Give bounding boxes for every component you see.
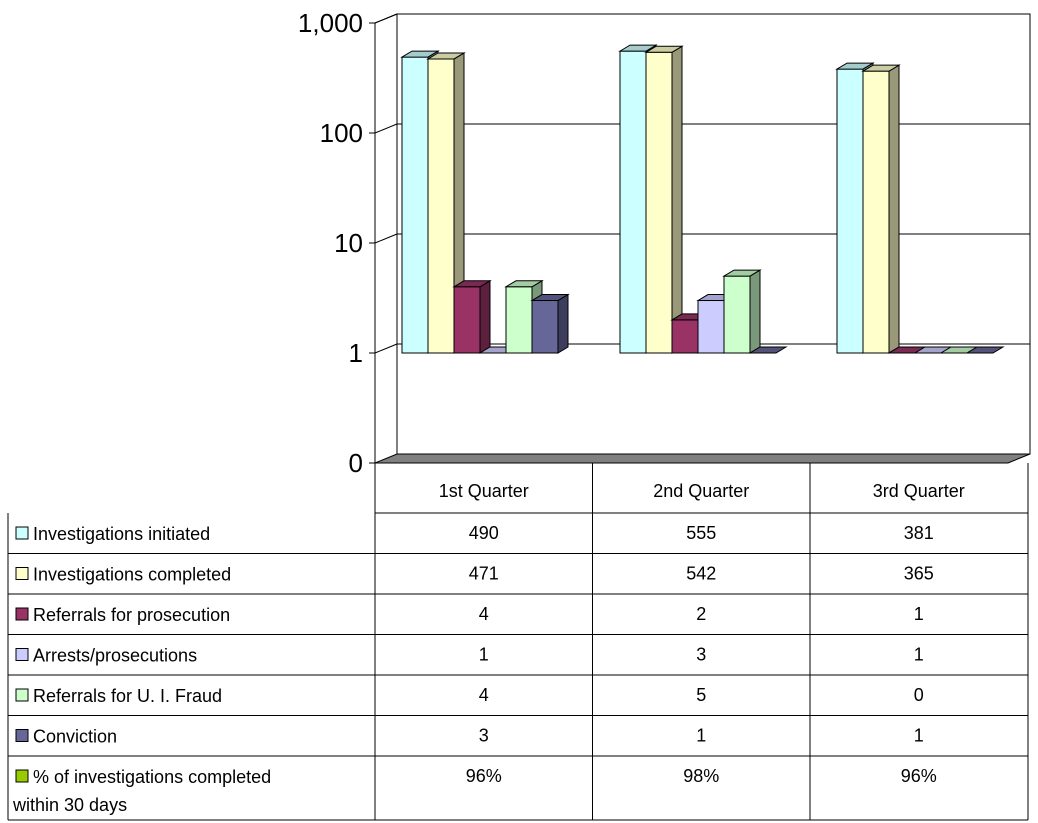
bar-front <box>723 275 751 354</box>
legend-swatch <box>15 729 29 742</box>
gridline-diag <box>374 343 398 354</box>
gridline-diag <box>374 123 398 134</box>
legend-label: Arrests/prosecutions <box>33 646 197 666</box>
data-label: 4 <box>479 685 489 705</box>
chart-floor <box>374 453 1031 464</box>
bar-front <box>427 58 455 354</box>
data-label: 1 <box>696 726 706 746</box>
y-tick-label: 10 <box>334 228 363 258</box>
bar-front <box>697 300 725 354</box>
bar-front <box>619 50 647 354</box>
bar-front <box>836 68 864 354</box>
legend-item: Referrals for U. I. Fraud <box>15 686 222 706</box>
legend-swatch <box>15 769 29 783</box>
legend-label: Investigations initiated <box>33 524 210 544</box>
data-label: 1 <box>914 726 924 746</box>
data-label: 4 <box>479 604 489 624</box>
data-label: 381 <box>904 523 934 543</box>
legend-swatch <box>15 688 29 702</box>
data-label: 3 <box>479 726 489 746</box>
data-label: 5 <box>696 685 706 705</box>
bar-side <box>888 64 900 354</box>
data-label: 3 <box>696 645 706 665</box>
bar-top <box>722 269 762 277</box>
bar <box>748 346 788 354</box>
bar-top <box>400 50 440 58</box>
bar-top <box>618 44 658 52</box>
legend-label: Referrals for U. I. Fraud <box>33 686 222 706</box>
bar <box>722 269 762 354</box>
gridline-diag <box>374 13 398 24</box>
data-label: 490 <box>469 523 499 543</box>
legend-label: Conviction <box>33 727 117 747</box>
bar <box>452 279 492 354</box>
legend-swatch <box>15 607 29 621</box>
data-label: 96% <box>901 766 937 786</box>
bar-top <box>861 64 901 72</box>
data-label: 1 <box>479 645 489 665</box>
gridline-diag <box>374 233 398 244</box>
legend-label: within 30 days <box>12 795 127 815</box>
data-label: 0 <box>914 685 924 705</box>
legend-swatch <box>15 648 29 661</box>
bar-side <box>671 45 683 354</box>
data-label: 471 <box>469 564 499 584</box>
bar-side <box>557 293 569 354</box>
y-tick-label: 0 <box>349 448 363 478</box>
x-category-label: 3rd Quarter <box>873 481 965 501</box>
data-label: 542 <box>686 564 716 584</box>
bar-front <box>671 319 699 354</box>
bar-top <box>426 52 466 60</box>
bar <box>530 293 570 354</box>
bar-side <box>749 269 761 354</box>
legend-item: Investigations completed <box>15 565 231 585</box>
legend-swatch <box>15 567 29 580</box>
bar-top <box>965 346 1005 354</box>
legend-item: Conviction <box>15 727 117 747</box>
legend-item: Investigations initiated <box>15 524 210 544</box>
data-label: 365 <box>904 564 934 584</box>
bar <box>861 64 901 354</box>
legend-label: Referrals for prosecution <box>33 605 230 625</box>
y-tick-label: 1 <box>349 338 363 368</box>
data-label: 96% <box>466 766 502 786</box>
legend-item: Arrests/prosecutions <box>15 646 197 666</box>
bar-top <box>452 280 492 288</box>
bar-top <box>504 280 544 288</box>
y-tick-label: 100 <box>320 118 363 148</box>
legend-item: Referrals for prosecution <box>15 605 230 625</box>
bar-top <box>644 45 684 53</box>
legend-swatch <box>15 526 29 540</box>
y-tick-label: 1,000 <box>298 8 363 38</box>
data-label: 1 <box>914 645 924 665</box>
data-label: 2 <box>696 604 706 624</box>
bar-side <box>479 279 491 354</box>
x-category-label: 2nd Quarter <box>653 481 749 501</box>
bar-top <box>530 294 570 302</box>
data-label: 98% <box>683 766 719 786</box>
legend-label: % of investigations completed <box>33 767 271 787</box>
bar-front <box>862 70 890 354</box>
bar-front <box>453 286 481 354</box>
x-category-label: 1st Quarter <box>439 481 529 501</box>
bar-front <box>645 51 673 354</box>
data-label: 1 <box>914 604 924 624</box>
legend-label: Investigations completed <box>33 565 231 585</box>
bar-front <box>401 56 429 354</box>
legend-item: % of investigations completed within 30 d… <box>12 767 271 815</box>
bar <box>644 45 684 354</box>
bar-top <box>835 62 875 70</box>
bar-front <box>531 300 559 354</box>
bar <box>965 346 1005 354</box>
data-label: 555 <box>686 523 716 543</box>
bar-top <box>748 346 788 354</box>
bar <box>426 52 466 354</box>
bar-front <box>505 286 533 354</box>
